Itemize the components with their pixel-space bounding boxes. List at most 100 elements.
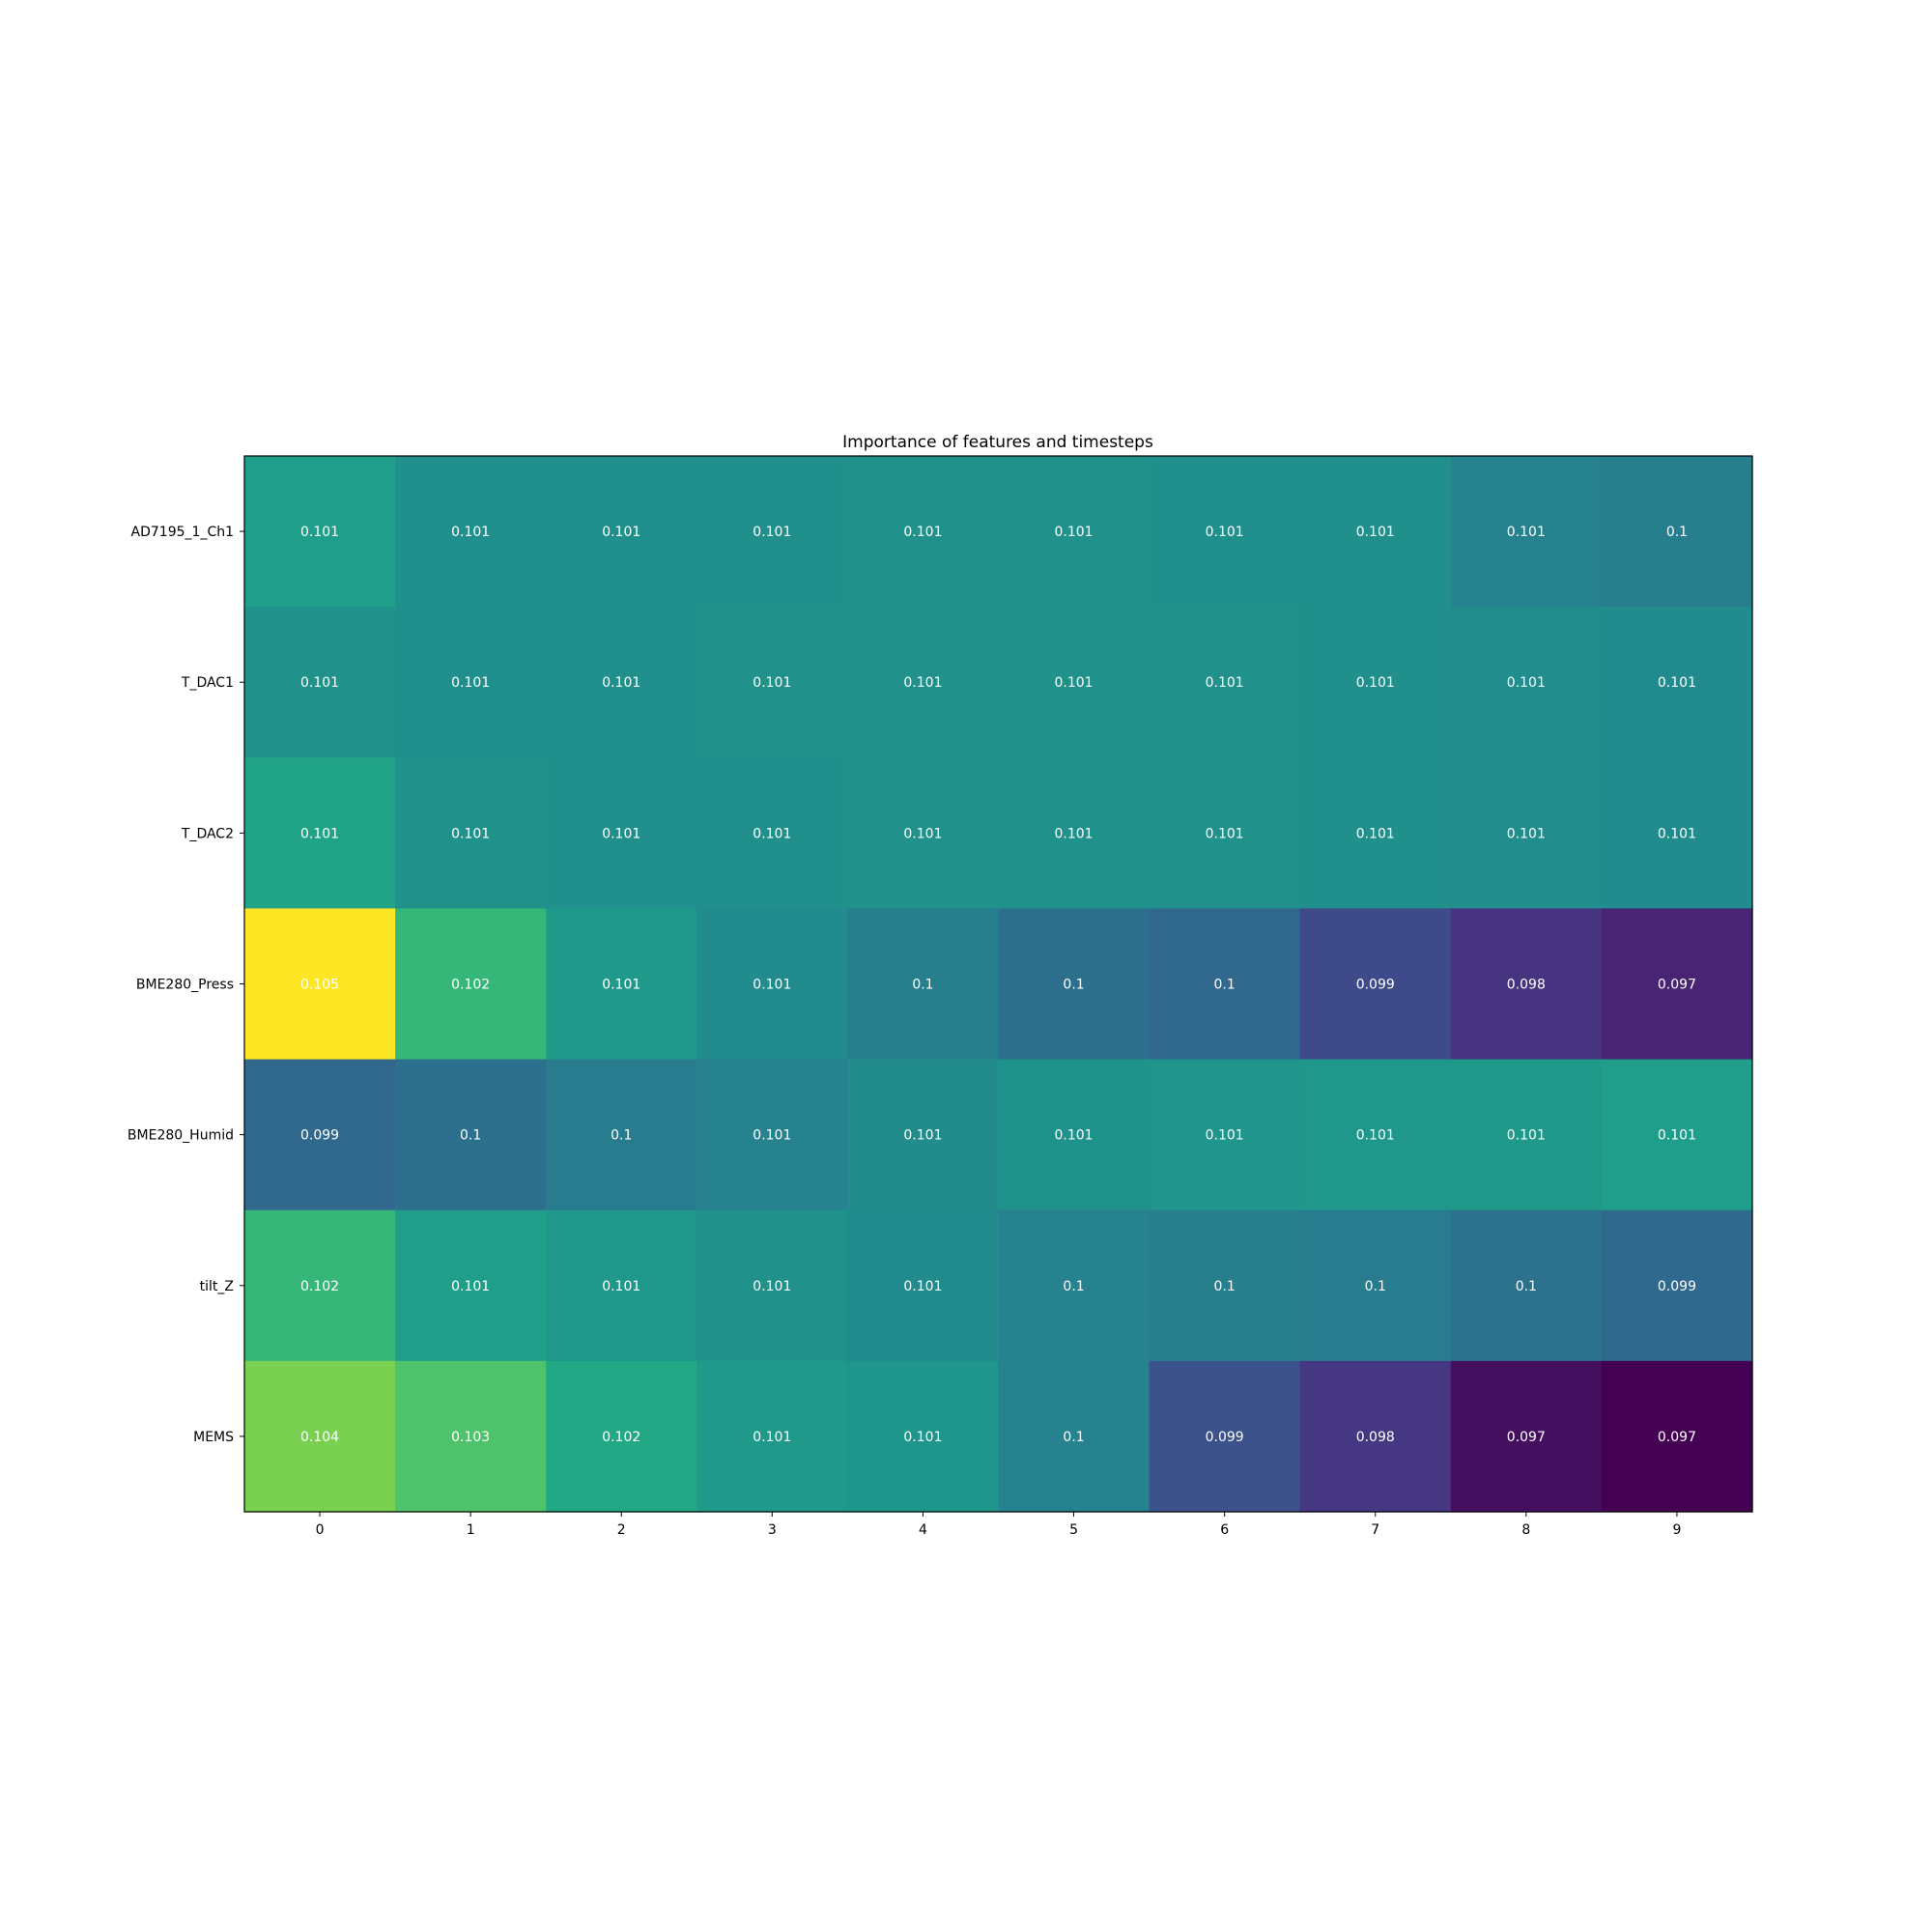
cell-value-label: 0.101 — [1206, 675, 1244, 691]
cell-value-label: 0.101 — [753, 1430, 791, 1445]
cell-value-label: 0.099 — [1658, 1279, 1696, 1294]
cell-value-label: 0.101 — [1055, 525, 1094, 540]
heatmap-cell — [546, 1209, 697, 1362]
heatmap-cell — [244, 456, 396, 608]
heatmap-cell — [1149, 456, 1301, 608]
cell-value-label: 0.101 — [1055, 675, 1094, 691]
heatmap-cell — [1450, 1360, 1603, 1513]
cell-value-label: 0.101 — [300, 675, 339, 691]
x-tick-label: 3 — [768, 1522, 777, 1538]
x-tick-label: 2 — [617, 1522, 626, 1538]
heatmap-cell — [546, 757, 697, 910]
x-axis-ticks: 0 1 2 3 4 5 6 7 8 9 — [316, 1512, 1681, 1538]
y-tick-label: MEMS — [193, 1430, 234, 1445]
x-tick-label: 1 — [467, 1522, 475, 1538]
cell-value-label: 0.1 — [1516, 1279, 1537, 1294]
cell-value-label: 0.101 — [602, 1279, 640, 1294]
heatmap-cell — [546, 607, 697, 758]
y-tick-label: T_DAC1 — [181, 675, 234, 691]
cell-value-label: 0.101 — [753, 826, 791, 841]
heatmap-cell — [1149, 908, 1301, 1061]
cell-value-label: 0.097 — [1658, 1430, 1696, 1445]
cell-value-label: 0.101 — [1356, 1128, 1395, 1144]
heatmap-cell — [244, 1059, 396, 1211]
heatmap-cell — [1450, 1209, 1603, 1362]
heatmap-cell — [1450, 908, 1603, 1061]
cell-value-label: 0.1 — [1214, 1279, 1236, 1294]
cell-value-label: 0.097 — [1507, 1430, 1546, 1445]
heatmap-cell — [1450, 607, 1603, 758]
cell-value-label: 0.1 — [1063, 1279, 1084, 1294]
heatmap-cell — [696, 908, 848, 1061]
y-axis-ticks: AD7195_1_Ch1 T_DAC1 T_DAC2 BME280_Press BME2… — [128, 525, 244, 1445]
cell-value-label: 0.101 — [1055, 826, 1094, 841]
cell-value-label: 0.102 — [300, 1279, 339, 1294]
cell-value-label: 0.1 — [1365, 1279, 1386, 1294]
cell-value-label: 0.101 — [451, 675, 490, 691]
cell-value-label: 0.101 — [602, 978, 640, 993]
y-tick-label: tilt_Z — [200, 1279, 234, 1294]
heatmap-cell — [1299, 1059, 1452, 1211]
heatmap-cell — [1450, 456, 1603, 608]
heatmap-cell — [696, 1059, 848, 1211]
cell-value-label: 0.101 — [903, 525, 942, 540]
heatmap-cell — [998, 1360, 1151, 1513]
heatmap-cell — [244, 1360, 396, 1513]
heatmap-cell — [1601, 1360, 1753, 1513]
cell-value-label: 0.101 — [753, 1279, 791, 1294]
heatmap-cell — [1601, 908, 1753, 1061]
heatmap-cell — [847, 1360, 1000, 1513]
cell-value-label: 0.101 — [753, 675, 791, 691]
cell-value-label: 0.098 — [1507, 978, 1546, 993]
heatmap-cell — [847, 908, 1000, 1061]
cell-value-label: 0.103 — [451, 1430, 490, 1445]
cell-value-label: 0.101 — [1206, 525, 1244, 540]
cell-value-label: 0.101 — [1055, 1128, 1094, 1144]
cell-value-label: 0.1 — [460, 1128, 481, 1144]
cell-value-label: 0.105 — [300, 978, 339, 993]
cell-value-label: 0.101 — [1206, 826, 1244, 841]
cell-value-label: 0.101 — [451, 525, 490, 540]
cell-value-label: 0.101 — [1507, 675, 1546, 691]
y-tick-label: BME280_Press — [136, 978, 234, 993]
cell-value-label: 0.101 — [753, 525, 791, 540]
heatmap-cell — [1450, 757, 1603, 910]
cell-value-label: 0.1 — [1063, 978, 1084, 993]
heatmap-cell — [1299, 908, 1452, 1061]
cell-value-label: 0.101 — [602, 826, 640, 841]
heatmap-cell — [998, 607, 1151, 758]
heatmap-cell — [1601, 607, 1753, 758]
cell-value-label: 0.099 — [1206, 1430, 1244, 1445]
heatmap-cell — [847, 1209, 1000, 1362]
y-tick-label: T_DAC2 — [181, 826, 234, 841]
x-tick-label: 4 — [919, 1522, 927, 1538]
heatmap-cell — [1601, 456, 1753, 608]
heatmap-cell — [1601, 1059, 1753, 1211]
cell-value-label: 0.101 — [1356, 675, 1395, 691]
heatmap-cell — [546, 1059, 697, 1211]
heatmap-cell — [1299, 757, 1452, 910]
x-tick-label: 0 — [316, 1522, 325, 1538]
cell-value-label: 0.101 — [903, 1430, 942, 1445]
cell-value-label: 0.101 — [602, 675, 640, 691]
heatmap-cell — [546, 908, 697, 1061]
heatmap-cell — [546, 456, 697, 608]
cell-value-label: 0.101 — [1507, 525, 1546, 540]
heatmap-cell — [847, 757, 1000, 910]
x-tick-label: 8 — [1521, 1522, 1530, 1538]
cell-value-label: 0.102 — [451, 978, 490, 993]
heatmap-cell — [1299, 456, 1452, 608]
heatmap-cell — [1601, 757, 1753, 910]
heatmap-cell — [1299, 1209, 1452, 1362]
cell-value-label: 0.104 — [300, 1430, 339, 1445]
heatmap-cell — [1299, 607, 1452, 758]
heatmap-cell — [395, 456, 547, 608]
heatmap-cell — [1149, 1209, 1301, 1362]
heatmap-cell — [244, 607, 396, 758]
cell-value-label: 0.101 — [451, 1279, 490, 1294]
cell-value-label: 0.098 — [1356, 1430, 1395, 1445]
heatmap-cell — [1149, 757, 1301, 910]
heatmap-cell — [696, 757, 848, 910]
heatmap-cell — [244, 908, 396, 1061]
